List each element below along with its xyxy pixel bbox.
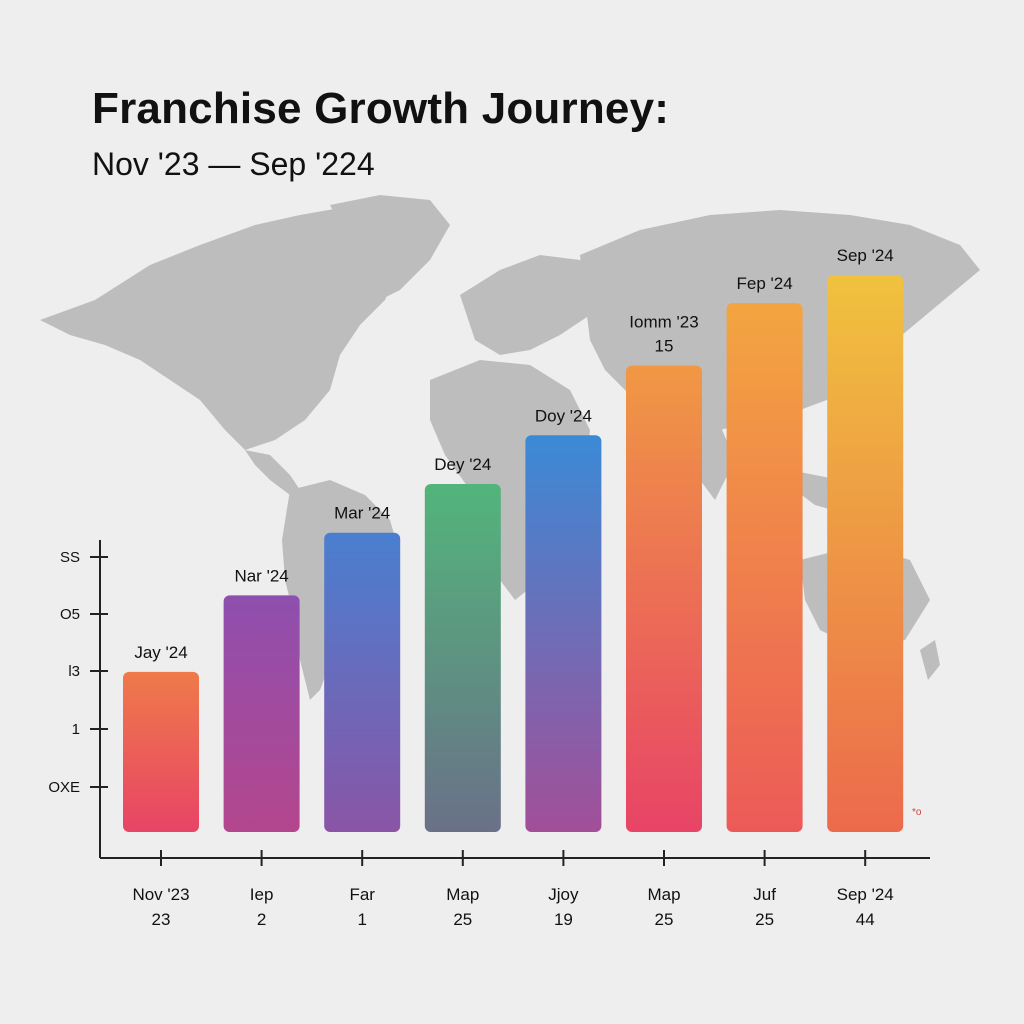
x-tick-label-8: Sep '24 bbox=[837, 885, 894, 904]
bar-label-6-sub: 15 bbox=[655, 337, 674, 356]
x-tick-sublabel-3: 1 bbox=[357, 910, 366, 929]
bar-label-6: Iomm '23 bbox=[629, 313, 698, 332]
x-tick-label-7: Juf bbox=[753, 885, 776, 904]
chart-subtitle: Nov '23 — Sep '224 bbox=[92, 146, 375, 182]
x-tick-label-4: Map bbox=[446, 885, 479, 904]
x-tick-label-3: Far bbox=[349, 885, 375, 904]
bar-4 bbox=[424, 484, 501, 832]
bar-label-4: Dey '24 bbox=[434, 455, 491, 474]
y-tick-label-3: l3 bbox=[68, 663, 80, 680]
x-tick-sublabel-1: 23 bbox=[152, 910, 171, 929]
x-tick-label-6: Map bbox=[647, 885, 680, 904]
x-tick-label-5: Jjoy bbox=[548, 885, 579, 904]
y-tick-label-4: O5 bbox=[60, 606, 80, 623]
x-tick-label-2: Iep bbox=[250, 885, 274, 904]
bar-5 bbox=[525, 435, 602, 832]
bar-2 bbox=[223, 595, 300, 832]
bar-7 bbox=[726, 303, 803, 832]
bar-8 bbox=[827, 275, 904, 832]
bar-label-3: Mar '24 bbox=[334, 504, 390, 523]
y-tick-label-5: SS bbox=[60, 549, 80, 566]
bar-3 bbox=[324, 532, 401, 832]
x-tick-sublabel-4: 25 bbox=[453, 910, 472, 929]
y-tick-label-1: OXE bbox=[48, 779, 80, 796]
bar-1 bbox=[123, 671, 199, 832]
bar-label-2: Nar '24 bbox=[234, 566, 288, 585]
bar-label-5: Doy '24 bbox=[535, 406, 592, 425]
y-tick-label-2: 1 bbox=[72, 721, 80, 738]
x-tick-sublabel-7: 25 bbox=[755, 910, 774, 929]
x-tick-sublabel-5: 19 bbox=[554, 910, 573, 929]
x-tick-sublabel-8: 44 bbox=[856, 910, 875, 929]
corner-mark: *o bbox=[912, 807, 922, 818]
x-tick-label-1: Nov '23 bbox=[132, 885, 189, 904]
bar-label-1: Jay '24 bbox=[134, 643, 187, 662]
x-tick-sublabel-2: 2 bbox=[257, 910, 266, 929]
bar-label-8: Sep '24 bbox=[837, 246, 894, 265]
bar-6 bbox=[626, 365, 702, 832]
bar-label-7: Fep '24 bbox=[737, 274, 793, 293]
x-tick-sublabel-6: 25 bbox=[655, 910, 674, 929]
chart-title: Franchise Growth Journey: bbox=[92, 84, 670, 133]
